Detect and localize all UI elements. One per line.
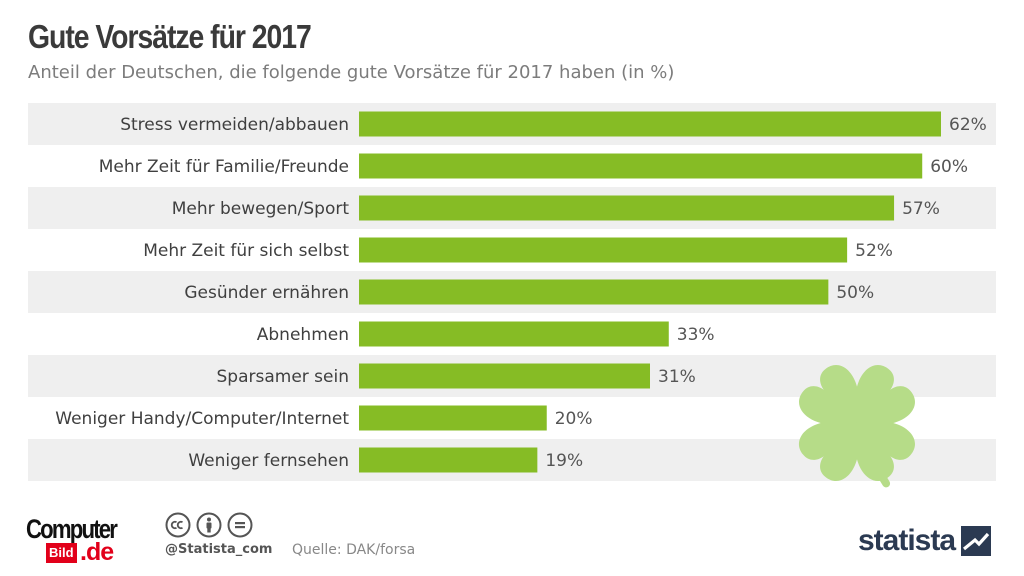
value-label: 57% bbox=[902, 199, 940, 219]
category-label: Mehr Zeit für sich selbst bbox=[143, 241, 349, 261]
value-label: 52% bbox=[855, 241, 893, 261]
category-label: Weniger Handy/Computer/Internet bbox=[55, 409, 349, 429]
category-label: Sparsamer sein bbox=[217, 367, 350, 387]
bar bbox=[359, 111, 941, 137]
no-derivatives-icon bbox=[227, 512, 253, 538]
statista-wordmark: statista bbox=[858, 524, 956, 557]
bar bbox=[359, 195, 895, 221]
category-label: Mehr bewegen/Sport bbox=[172, 199, 350, 219]
bar bbox=[359, 405, 547, 431]
bar bbox=[359, 237, 848, 263]
value-label: 33% bbox=[677, 325, 715, 345]
cc-icon bbox=[165, 512, 191, 538]
bar bbox=[359, 153, 923, 179]
brand-de-text: .de bbox=[80, 538, 114, 566]
category-label: Weniger fernsehen bbox=[188, 451, 349, 471]
brand-top-text: Computer bbox=[26, 514, 118, 544]
bar bbox=[359, 321, 669, 347]
attribution-icon bbox=[196, 512, 222, 538]
category-labels: Stress vermeiden/abbauen Mehr Zeit für Fa… bbox=[55, 115, 349, 471]
license-icons bbox=[165, 512, 253, 538]
clover-icon bbox=[799, 365, 915, 488]
value-labels: 62% 60% 57% 52% 50% 33% 31% 20% 19% bbox=[545, 115, 986, 471]
category-label: Stress vermeiden/abbauen bbox=[120, 115, 349, 135]
value-label: 60% bbox=[930, 157, 968, 177]
footer: Computer Bild .de @Statista_com Quelle: … bbox=[0, 508, 1024, 568]
statista-handle: @Statista_com bbox=[165, 542, 273, 557]
bar bbox=[359, 279, 829, 305]
category-label: Abnehmen bbox=[257, 325, 349, 345]
value-label: 19% bbox=[545, 451, 583, 471]
computerbild-logo: Computer Bild .de bbox=[26, 514, 144, 566]
chart-title: Gute Vorsätze für 2017 bbox=[28, 18, 312, 55]
statista-logo: statista bbox=[858, 524, 992, 558]
bar bbox=[359, 363, 650, 389]
category-label: Mehr Zeit für Familie/Freunde bbox=[99, 157, 349, 177]
chart-subtitle: Anteil der Deutschen, die folgende gute … bbox=[28, 62, 675, 83]
value-label: 50% bbox=[836, 283, 874, 303]
bars bbox=[359, 111, 941, 473]
value-label: 62% bbox=[949, 115, 987, 135]
bar-chart: Stress vermeiden/abbauen Mehr Zeit für Fa… bbox=[28, 103, 996, 488]
value-label: 31% bbox=[658, 367, 696, 387]
source-note: Quelle: DAK/forsa bbox=[292, 542, 416, 558]
statista-mark-icon bbox=[961, 526, 992, 556]
category-label: Gesünder ernähren bbox=[184, 283, 349, 303]
value-label: 20% bbox=[555, 409, 593, 429]
brand-bild-text: Bild bbox=[46, 543, 77, 563]
bar bbox=[359, 447, 538, 473]
